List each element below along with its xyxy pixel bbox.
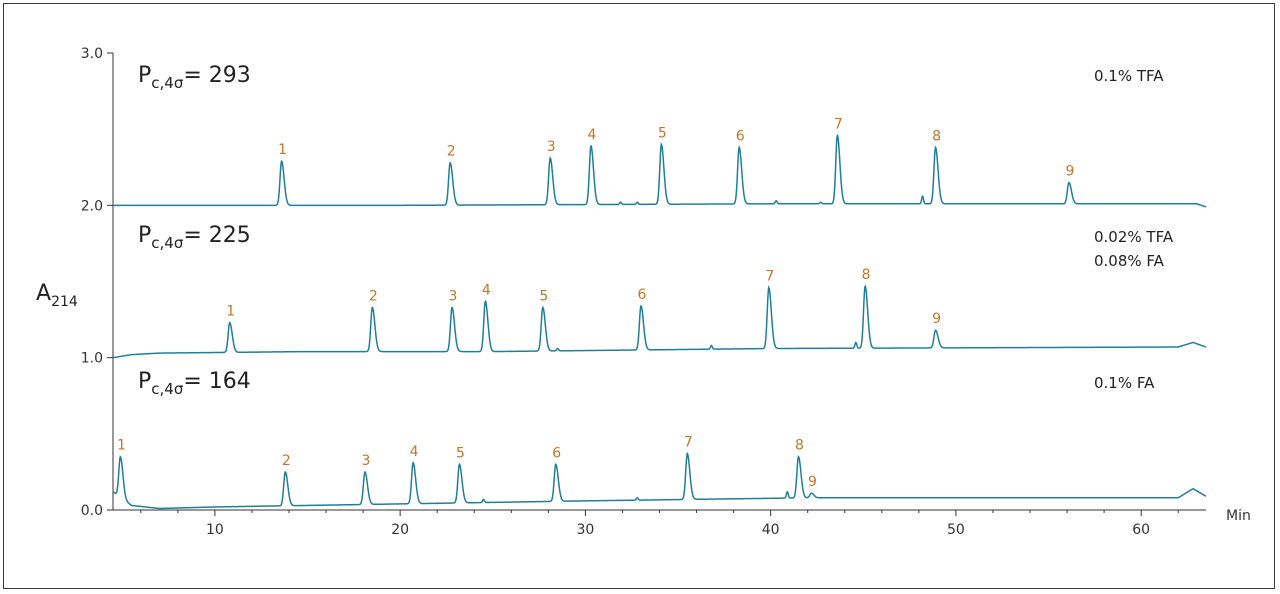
peak-label: 9 (1065, 163, 1074, 179)
mobile-phase-label: 0.1% TFA (1094, 67, 1164, 85)
peak-label: 7 (834, 116, 843, 132)
peak-label: 3 (361, 453, 370, 469)
y-tick-label: 1.0 (81, 351, 103, 367)
peak-capacity-annotation: Pc,4σ= 225 (138, 223, 251, 252)
mobile-phase-label: 0.02% TFA (1094, 228, 1174, 246)
y-axis-label-sub: 214 (51, 294, 78, 310)
peak-label: 2 (447, 144, 456, 160)
y-tick-label: 2.0 (81, 198, 103, 214)
x-tick-label: 30 (576, 522, 594, 538)
peak-capacity-annotation: Pc,4σ= 293 (138, 63, 251, 92)
peak-label: 6 (552, 445, 561, 461)
peak-label: 4 (410, 444, 419, 460)
peak-label: 8 (862, 267, 871, 283)
y-axis-label: A214 (36, 281, 78, 310)
peak-label: 3 (449, 288, 458, 304)
x-axis-label: Min (1226, 508, 1251, 524)
peak-label: 2 (369, 288, 378, 304)
peak-label: 9 (808, 474, 817, 490)
mobile-phase-label: 0.1% FA (1094, 374, 1155, 392)
peak-label: 1 (226, 304, 235, 320)
x-tick-label: 10 (206, 522, 224, 538)
x-tick-label: 50 (947, 522, 965, 538)
peak-label: 6 (638, 287, 647, 303)
y-tick-label: 0.0 (81, 503, 103, 519)
peak-label: 1 (117, 438, 126, 454)
y-tick-label: 3.0 (81, 46, 103, 62)
peak-label: 7 (765, 269, 774, 285)
trace-line-2 (112, 284, 1207, 359)
peak-label: 5 (539, 288, 548, 304)
trace-line-1 (113, 133, 1207, 208)
peak-label: 5 (658, 125, 667, 141)
x-tick-label: 20 (391, 522, 409, 538)
peak-label: 8 (932, 128, 941, 144)
peak-capacity-annotation: Pc,4σ= 164 (138, 369, 251, 398)
peak-label: 9 (932, 311, 941, 327)
peak-label: 2 (282, 453, 291, 469)
traces (112, 133, 1207, 510)
peak-label: 7 (684, 435, 693, 451)
peak-label: 6 (736, 128, 745, 144)
x-tick-label: 60 (1132, 522, 1150, 538)
axes: 0.0 1.0 2.0 3.0 10 20 30 40 50 60 (81, 46, 1206, 538)
figure-frame (3, 3, 1275, 589)
peak-label: 4 (482, 282, 491, 298)
trace-line-3 (112, 451, 1207, 510)
peak-label: 1 (278, 142, 287, 158)
peak-label: 5 (456, 445, 465, 461)
peak-label: 3 (547, 139, 556, 155)
x-tick-label: 40 (762, 522, 780, 538)
peak-label: 4 (587, 127, 596, 143)
peak-label: 8 (795, 438, 804, 454)
y-axis-label-main: A (36, 281, 51, 306)
mobile-phase-label: 0.08% FA (1094, 252, 1165, 270)
labels: 1 2 3 4 5 6 7 8 9 Pc,4σ= 293 0.1% TFA 1 2 3 4 5 6 7 8 9 Pc,4… (117, 63, 1174, 490)
